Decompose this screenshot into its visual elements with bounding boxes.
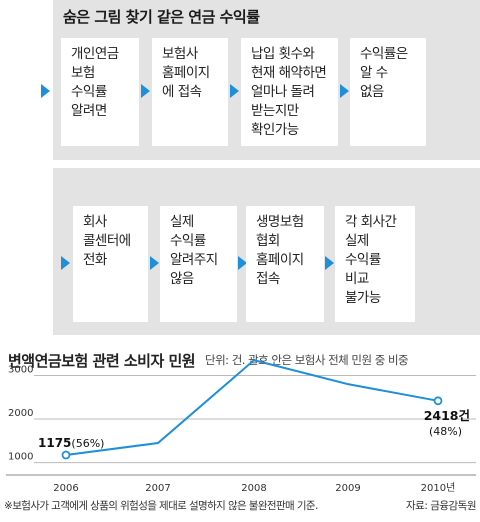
step-box-7: 생명보험 협회 홈페이지 접속: [246, 206, 324, 322]
data-label-2010-pct: (48%): [429, 425, 462, 438]
arrow-right-icon: [325, 256, 334, 270]
data-point: [433, 396, 443, 406]
series-line: [65, 359, 439, 457]
arrow-right-icon: [141, 84, 150, 98]
step-box-3: 납입 횟수와 현재 해약하면 얼마나 돌려 받는지만 확인가능: [241, 38, 338, 146]
data-point: [61, 450, 71, 460]
x-tick-label: 2008: [241, 483, 266, 494]
y-tick-label: 2000: [8, 408, 33, 419]
arrow-right-icon: [340, 84, 349, 98]
step-box-4: 수익률은 알 수 없음: [350, 38, 426, 146]
data-label-2010: 2418건: [424, 408, 470, 423]
step-box-2: 보험사 홈페이지 에 접속: [152, 38, 228, 146]
data-label-2006: 1175(56%): [38, 436, 104, 450]
arrow-right-icon: [61, 256, 70, 270]
y-tick-label: 3000: [8, 364, 33, 375]
x-tick-label: 2010년: [421, 482, 456, 494]
process-panel-top: 숨은 그림 찾기 같은 연금 수익률 개인연금 보험 수익률 알려면 보험사 홈…: [53, 0, 480, 160]
arrow-right-icon: [150, 256, 159, 270]
arrow-right-icon: [238, 256, 247, 270]
panel-title: 숨은 그림 찾기 같은 연금 수익률: [63, 8, 260, 26]
chart-unit-note: 단위: 건. 괄호 안은 보험사 전체 민원 중 비중: [205, 353, 409, 367]
x-tick-label: 2009: [335, 483, 360, 494]
step-box-1: 개인연금 보험 수익률 알려면: [61, 38, 139, 146]
chart-footnote: ※보험사가 고객에게 상품의 위험성을 제대로 설명하지 않은 불완전판매 기준…: [4, 500, 318, 512]
chart-source: 자료: 금융감독원: [406, 500, 477, 512]
complaints-chart: 변액연금보험 관련 소비자 민원 단위: 건. 괄호 안은 보험사 전체 민원 …: [0, 345, 480, 522]
step-box-6: 실제 수익률 알려주지 않음: [160, 206, 237, 322]
chart-plot: 1000 2000 3000 2006 2007 2008 2009 2010년 1175(56…: [6, 359, 476, 494]
step-box-8: 각 회사간 실제 수익률 비교 불가능: [335, 206, 415, 322]
chart-title: 변액연금보험 관련 소비자 민원: [8, 352, 196, 370]
arrow-right-icon: [41, 84, 50, 98]
arrow-right-icon: [230, 84, 239, 98]
process-panel-bottom: 회사 콜센터에 전화 실제 수익률 알려주지 않음 생명보험 협회 홈페이지 접…: [53, 168, 480, 335]
x-tick-label: 2007: [145, 483, 170, 494]
x-tick-label: 2006: [53, 483, 78, 494]
step-box-5: 회사 콜센터에 전화: [73, 206, 148, 322]
y-tick-label: 1000: [8, 452, 33, 463]
